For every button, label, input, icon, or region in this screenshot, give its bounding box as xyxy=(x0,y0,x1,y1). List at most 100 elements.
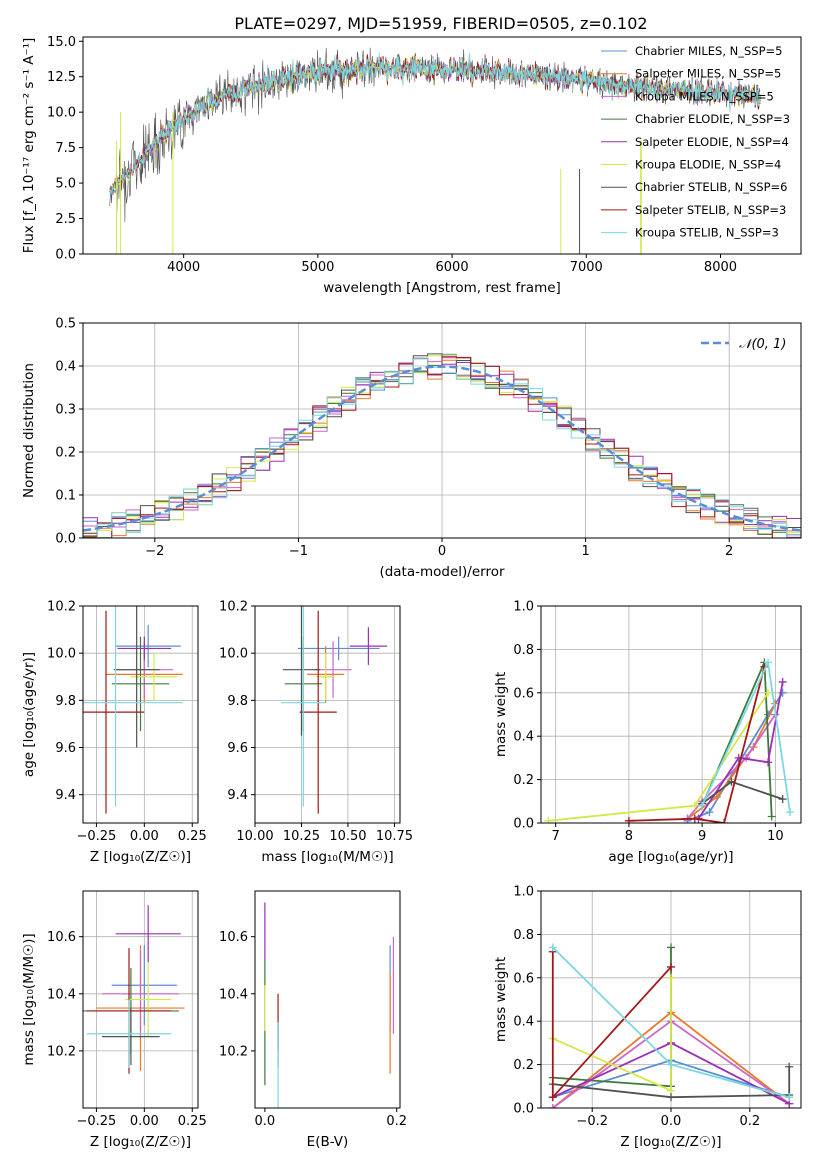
x-tick-label: 6000 xyxy=(436,260,469,275)
y-tick-label: 0.3 xyxy=(55,403,76,418)
y-axis-label: age [log₁₀(age/yr)] xyxy=(21,652,37,777)
legend-label: Salpeter MILES, N_SSP=5 xyxy=(635,67,781,81)
legend-label: Chabrier ELODIE, N_SSP=3 xyxy=(635,112,790,126)
y-tick-label: 10.2 xyxy=(219,1044,248,1059)
y-tick-label: 10.0 xyxy=(219,647,248,662)
panels: 4000 5000 6000 7000 80000.02.55.07.510.012.5… xyxy=(21,35,802,1150)
y-tick-label: 9.6 xyxy=(55,741,76,756)
weight-marker xyxy=(667,973,675,982)
weight-marker xyxy=(778,795,787,804)
x-tick-label: 8000 xyxy=(704,260,737,275)
plot-area-age_vs_mass xyxy=(255,606,400,823)
y-tick-label: 0.0 xyxy=(513,817,534,832)
spectrum-line xyxy=(109,54,761,192)
weight-marker xyxy=(667,1060,675,1069)
weight-marker xyxy=(705,808,714,817)
y-axis-label: mass weight xyxy=(493,672,509,757)
panel-age_vs_mass: 10.00 10.25 10.50 10.75 9.4 9.6 9.8 10.0 10.2 mas… xyxy=(219,600,413,866)
panel-mass_vs_ebv: 0.0 0.2 10.2 10.4 10.6 E(B-V) xyxy=(219,890,407,1150)
x-axis-label: mass [log₁₀(M/M☉)] xyxy=(261,849,393,865)
y-tick-label: 12.5 xyxy=(47,70,76,85)
panel-massweight_vs_Z: −0.2 0.0 0.2 0.0 0.2 0.4 0.6 0.8 1.0 Z [log₁₀(Z/Z… xyxy=(493,885,802,1150)
y-tick-label: 9.8 xyxy=(55,694,76,709)
normal-curve xyxy=(83,365,801,532)
weight-marker xyxy=(690,814,699,823)
x-tick-label: 0.25 xyxy=(178,829,207,844)
y-tick-label: 0.8 xyxy=(513,643,534,658)
weight-marker xyxy=(548,1093,557,1102)
x-tick-label: 7000 xyxy=(570,260,603,275)
weight-marker xyxy=(785,1062,794,1071)
y-tick-label: 10.4 xyxy=(219,987,248,1002)
histogram-step xyxy=(83,358,801,538)
y-tick-label: 0.0 xyxy=(513,1102,534,1117)
x-tick-label: 4000 xyxy=(167,260,200,275)
y-axis-label: Normed distribution xyxy=(21,363,37,498)
x-tick-label: 0.2 xyxy=(386,1114,407,1129)
y-tick-label: 0.0 xyxy=(55,532,76,547)
x-tick-label: 9 xyxy=(698,829,706,844)
y-tick-label: 10.2 xyxy=(47,1044,76,1059)
y-tick-label: 0.5 xyxy=(55,317,76,332)
x-tick-label: 8 xyxy=(625,829,633,844)
weight-marker xyxy=(720,819,729,823)
x-tick-label: −0.25 xyxy=(76,1114,116,1129)
figure-title: PLATE=0297, MJD=51959, FIBERID=0505, z=0… xyxy=(234,14,647,33)
y-tick-label: 0.2 xyxy=(513,1058,534,1073)
x-tick-label: 0.00 xyxy=(130,1114,159,1129)
weight-marker xyxy=(667,962,675,971)
y-tick-label: 0.2 xyxy=(513,773,534,788)
weight-marker xyxy=(786,808,795,817)
y-tick-label: 9.8 xyxy=(227,694,248,709)
y-tick-label: 0.6 xyxy=(513,686,534,701)
weight-marker xyxy=(667,1093,675,1102)
x-tick-label: −0.2 xyxy=(576,1114,608,1129)
plot-area-spectrum xyxy=(109,47,761,254)
y-tick-label: 0.0 xyxy=(55,248,76,263)
weight-line xyxy=(628,666,766,823)
weight-marker xyxy=(698,801,707,810)
weight-line xyxy=(552,1066,791,1099)
axes-frame xyxy=(82,605,199,824)
weight-marker xyxy=(764,688,773,697)
y-tick-label: 10.2 xyxy=(219,600,248,615)
x-tick-label: 2 xyxy=(725,544,733,559)
weight-marker xyxy=(712,792,721,801)
x-tick-label: 0.00 xyxy=(130,829,159,844)
y-tick-label: 15.0 xyxy=(47,35,76,50)
x-tick-label: 10.00 xyxy=(236,829,273,844)
weight-marker xyxy=(767,812,776,821)
weight-marker xyxy=(778,677,787,686)
x-axis-label: Z [log₁₀(Z/Z☉)] xyxy=(90,849,191,865)
y-tick-label: 9.4 xyxy=(227,788,248,803)
weight-marker xyxy=(544,816,553,823)
legend-label: 𝒩(0, 1) xyxy=(739,337,786,352)
y-tick-label: 9.4 xyxy=(55,788,76,803)
y-tick-label: 0.8 xyxy=(513,928,534,943)
weight-marker xyxy=(667,943,675,952)
y-tick-label: 0.1 xyxy=(55,489,76,504)
x-axis-label: E(B-V) xyxy=(307,1134,349,1150)
axes-frame xyxy=(254,605,401,824)
x-tick-label: 10 xyxy=(767,829,784,844)
weight-line xyxy=(551,951,672,1100)
axes-frame xyxy=(82,36,802,255)
panel-mass_vs_Z: −0.25 0.00 0.25 10.2 10.4 10.6 Z [log₁₀(Z/Z☉)]… xyxy=(21,890,207,1150)
x-axis-label: wavelength [Angstrom, rest frame] xyxy=(323,280,561,296)
weight-marker xyxy=(764,658,773,667)
x-tick-label: 7 xyxy=(552,829,560,844)
y-tick-label: 1.0 xyxy=(513,600,534,615)
legend-label: Kroupa STELIB, N_SSP=3 xyxy=(635,226,779,240)
x-tick-label: 1 xyxy=(581,544,589,559)
x-tick-label: 0.25 xyxy=(178,1114,207,1129)
weight-marker xyxy=(548,1104,557,1108)
x-tick-label: 0.0 xyxy=(661,1114,682,1129)
plot-area-mass_vs_Z xyxy=(83,891,198,1108)
x-tick-label: 0.2 xyxy=(739,1114,760,1129)
y-tick-label: 0.4 xyxy=(55,360,76,375)
y-axis-label: mass weight xyxy=(493,957,509,1042)
panel-age_vs_Z: −0.25 0.00 0.25 9.4 9.6 9.8 10.0 10.2 Z [log₁₀(Z… xyxy=(21,600,207,866)
y-tick-label: 0.2 xyxy=(55,446,76,461)
y-tick-label: 2.5 xyxy=(55,212,76,227)
spectrum-line xyxy=(109,52,761,194)
